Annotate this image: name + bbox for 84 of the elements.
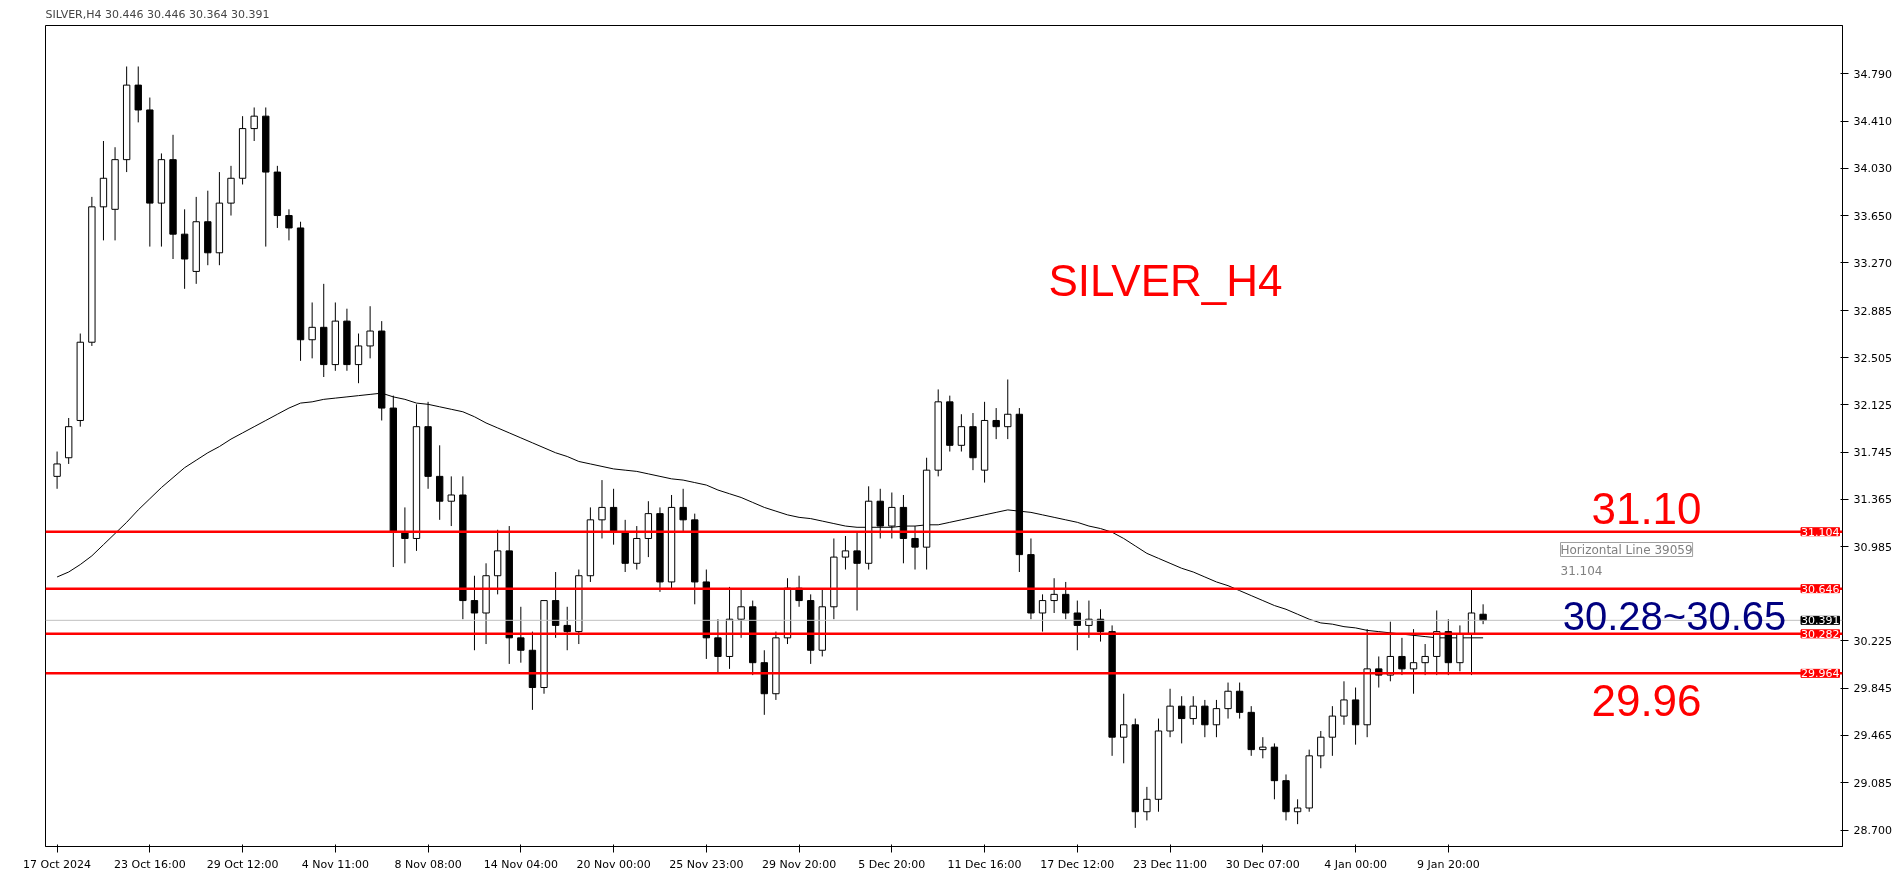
x-tick-label: 23 Oct 16:00 xyxy=(113,857,186,871)
y-tick-label: 29.845 xyxy=(1853,682,1892,696)
candlestick xyxy=(737,587,745,639)
x-tick-label: 4 Jan 00:00 xyxy=(1324,857,1387,871)
candlestick xyxy=(1340,680,1348,726)
x-tick-label: 20 Nov 00:00 xyxy=(576,857,651,871)
candlestick xyxy=(1062,581,1070,620)
annotation: 31.10 xyxy=(1591,483,1702,533)
candlestick xyxy=(401,506,409,564)
chart-title: SILVER,H4 30.446 30.446 30.364 30.391 xyxy=(45,7,270,21)
y-tick-label: 29.465 xyxy=(1853,729,1892,743)
x-tick-label: 17 Oct 2024 xyxy=(23,857,92,871)
candlestick xyxy=(841,535,850,571)
candlestick xyxy=(1235,682,1244,720)
candlestick xyxy=(1120,693,1128,764)
candlestick xyxy=(250,106,258,142)
ref-line-label: 30.646 xyxy=(1801,582,1840,596)
y-tick-label: 30.225 xyxy=(1853,634,1892,648)
y-tick-label: 34.790 xyxy=(1853,67,1892,81)
candlestick xyxy=(1479,603,1487,625)
candlestick xyxy=(992,407,1000,440)
y-tick-label: 34.410 xyxy=(1853,115,1892,129)
candlestick xyxy=(911,525,919,571)
x-tick-label: 23 Dec 11:00 xyxy=(1133,857,1208,871)
candlestick xyxy=(1224,682,1232,720)
ref-line-label: 30.282 xyxy=(1801,627,1840,641)
x-tick-label: 30 Dec 07:00 xyxy=(1225,857,1300,871)
candlestick xyxy=(563,606,571,651)
candlestick xyxy=(447,475,455,527)
y-tick-label: 34.030 xyxy=(1853,162,1892,176)
annotation: SILVER_H4 xyxy=(1048,256,1283,305)
candlestick xyxy=(1317,730,1325,769)
y-tick-label: 29.085 xyxy=(1853,776,1892,790)
y-tick-label: 30.985 xyxy=(1853,540,1892,554)
candlestick xyxy=(1085,600,1093,639)
y-tick-label: 33.650 xyxy=(1853,209,1892,223)
y-tick-label: 32.505 xyxy=(1853,351,1892,365)
x-tick-label: 11 Dec 16:00 xyxy=(947,857,1022,871)
candlestick xyxy=(1073,600,1082,651)
x-tick-label: 5 Dec 20:00 xyxy=(858,857,926,871)
text: Horizontal Line 39059 31.104 xyxy=(1560,542,1693,578)
candlestick xyxy=(1259,736,1267,759)
x-tick-label: 9 Jan 20:00 xyxy=(1417,857,1480,871)
candlestick xyxy=(285,208,293,241)
candlestick xyxy=(1143,786,1151,821)
candlestick xyxy=(53,451,61,490)
candlestick xyxy=(1201,699,1209,738)
ref-line-label: 29.964 xyxy=(1801,667,1840,681)
candlestick xyxy=(354,333,363,384)
x-tick-label: 29 Nov 20:00 xyxy=(762,857,837,871)
x-tick-label: 25 Nov 23:00 xyxy=(669,857,744,871)
y-tick-label: 28.700 xyxy=(1853,824,1892,838)
candlestick xyxy=(517,606,525,664)
candlestick xyxy=(679,488,687,533)
y-tick-label: 32.125 xyxy=(1853,398,1892,412)
candlestick xyxy=(598,479,606,539)
candlestick xyxy=(1189,695,1197,726)
candlestick xyxy=(888,492,896,539)
text: 30.28~30.65 xyxy=(1562,593,1787,638)
candlestick xyxy=(1328,705,1337,757)
candlestick xyxy=(308,301,316,359)
x-tick-label: 8 Nov 08:00 xyxy=(394,857,462,871)
ref-line-label: 31.104 xyxy=(1801,525,1840,539)
x-tick-label: 29 Oct 12:00 xyxy=(206,857,279,871)
x-tick-label: 17 Dec 12:00 xyxy=(1040,857,1115,871)
candlestick xyxy=(1050,577,1058,614)
candlestick xyxy=(1038,593,1047,633)
y-tick-label: 31.745 xyxy=(1853,446,1892,460)
candlestick xyxy=(714,618,722,674)
candlestick xyxy=(1293,798,1302,825)
candlestick xyxy=(957,413,966,453)
y-tick-label: 31.365 xyxy=(1853,493,1892,507)
candlestick xyxy=(1004,378,1012,440)
y-tick-label: 32.885 xyxy=(1853,304,1892,318)
candlestick xyxy=(853,531,861,612)
candlestick xyxy=(366,305,374,359)
annotation: 29.96 xyxy=(1591,676,1702,726)
candlestick xyxy=(470,575,479,651)
candlestick xyxy=(1177,695,1186,744)
candlestick xyxy=(1212,699,1221,738)
y-tick-label: 33.270 xyxy=(1853,256,1892,270)
ref-line-label: 30.391 xyxy=(1801,614,1840,628)
x-tick-label: 4 Nov 11:00 xyxy=(301,857,369,871)
x-tick-label: 14 Nov 04:00 xyxy=(483,857,558,871)
